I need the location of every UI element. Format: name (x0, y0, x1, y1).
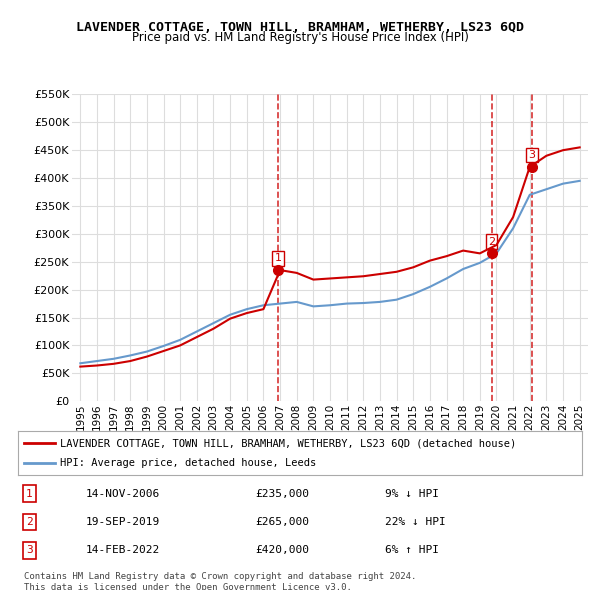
Text: LAVENDER COTTAGE, TOWN HILL, BRAMHAM, WETHERBY, LS23 6QD: LAVENDER COTTAGE, TOWN HILL, BRAMHAM, WE… (76, 21, 524, 34)
Text: 9% ↓ HPI: 9% ↓ HPI (385, 489, 439, 499)
Text: Price paid vs. HM Land Registry's House Price Index (HPI): Price paid vs. HM Land Registry's House … (131, 31, 469, 44)
Text: 6% ↑ HPI: 6% ↑ HPI (385, 546, 439, 555)
Text: £265,000: £265,000 (255, 517, 309, 527)
Text: 14-NOV-2006: 14-NOV-2006 (86, 489, 160, 499)
Text: 2: 2 (26, 517, 32, 527)
Text: 1: 1 (26, 489, 32, 499)
Text: HPI: Average price, detached house, Leeds: HPI: Average price, detached house, Leed… (60, 458, 317, 467)
Text: £235,000: £235,000 (255, 489, 309, 499)
Text: LAVENDER COTTAGE, TOWN HILL, BRAMHAM, WETHERBY, LS23 6QD (detached house): LAVENDER COTTAGE, TOWN HILL, BRAMHAM, WE… (60, 438, 517, 448)
Text: 22% ↓ HPI: 22% ↓ HPI (385, 517, 445, 527)
Text: 2: 2 (488, 237, 495, 247)
Text: 19-SEP-2019: 19-SEP-2019 (86, 517, 160, 527)
Text: 14-FEB-2022: 14-FEB-2022 (86, 546, 160, 555)
Text: 3: 3 (529, 150, 535, 160)
Text: £420,000: £420,000 (255, 546, 309, 555)
Text: 1: 1 (274, 254, 281, 263)
Text: 3: 3 (26, 546, 32, 555)
Text: Contains HM Land Registry data © Crown copyright and database right 2024.
This d: Contains HM Land Registry data © Crown c… (24, 572, 416, 590)
